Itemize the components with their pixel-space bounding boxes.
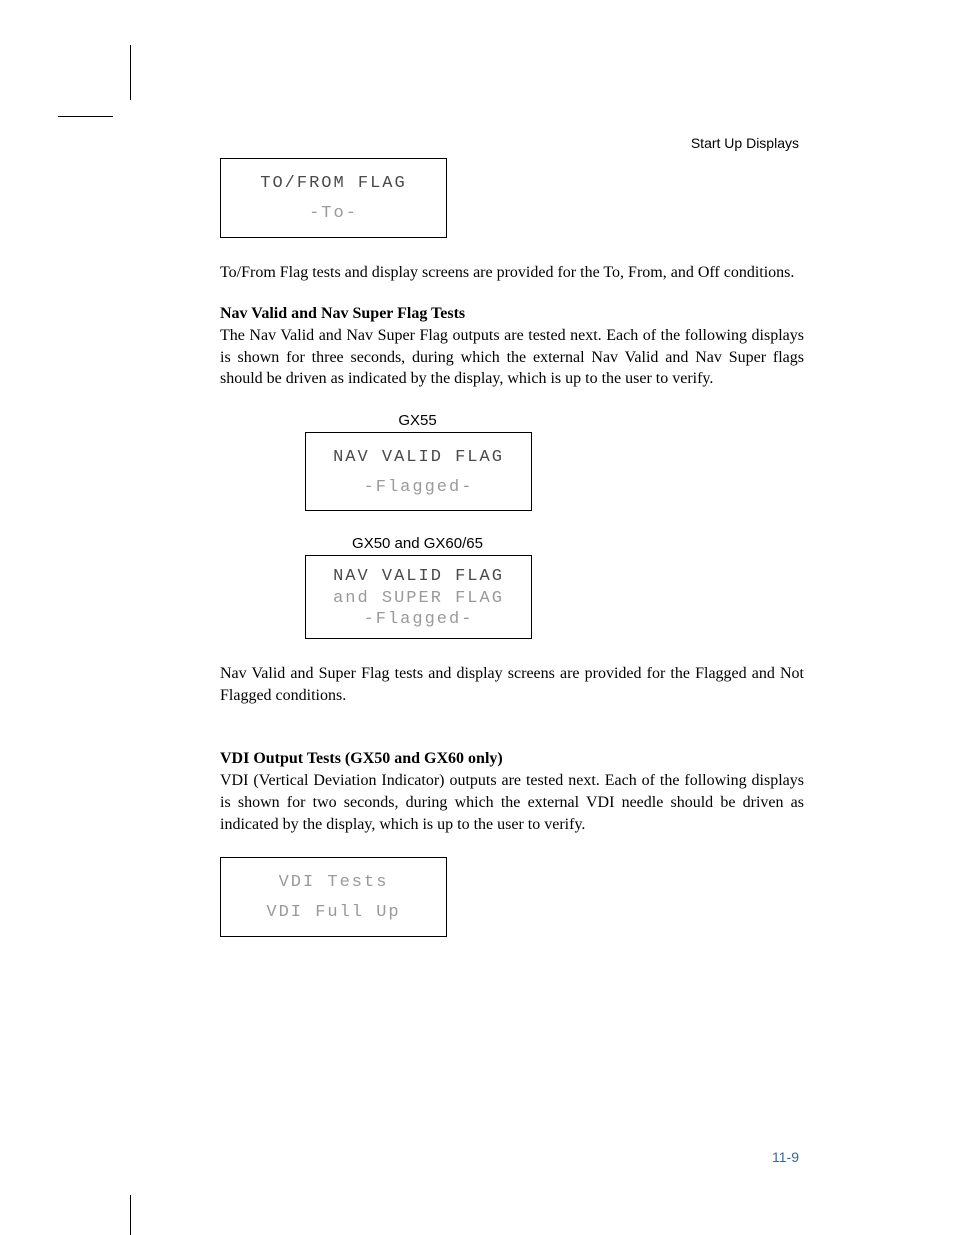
display-line: NAV VALID FLAG	[306, 566, 531, 587]
page-number: 11-9	[772, 1149, 799, 1165]
paragraph: VDI (Vertical Deviation Indicator) outpu…	[220, 770, 804, 835]
display-label-gx50: GX50 and GX60/65	[305, 535, 530, 552]
display-line: NAV VALID FLAG	[306, 443, 531, 473]
crop-mark	[130, 1195, 131, 1235]
display-gx50: NAV VALID FLAG and SUPER FLAG -Flagged-	[305, 555, 532, 639]
display-gx55: NAV VALID FLAG -Flagged-	[305, 432, 532, 512]
display-line: VDI Full Up	[221, 898, 446, 928]
heading-vdi: VDI Output Tests (GX50 and GX60 only)	[220, 750, 804, 768]
display-line: and SUPER FLAG	[306, 588, 531, 609]
crop-mark	[58, 116, 113, 117]
display-line: -Flagged-	[306, 473, 531, 503]
paragraph: To/From Flag tests and display screens a…	[220, 262, 804, 284]
crop-mark	[130, 45, 131, 100]
paragraph: The Nav Valid and Nav Super Flag outputs…	[220, 325, 804, 390]
display-line: TO/FROM FLAG	[221, 169, 446, 199]
heading-nav-valid: Nav Valid and Nav Super Flag Tests	[220, 305, 804, 323]
paragraph: Nav Valid and Super Flag tests and displ…	[220, 663, 804, 706]
page: Start Up Displays TO/FROM FLAG -To- To/F…	[0, 0, 954, 1235]
display-vdi: VDI Tests VDI Full Up	[220, 857, 447, 937]
display-label-gx55: GX55	[305, 412, 530, 429]
display-line: -Flagged-	[306, 609, 531, 630]
page-header-label: Start Up Displays	[691, 135, 799, 151]
display-line: -To-	[221, 199, 446, 229]
display-line: VDI Tests	[221, 868, 446, 898]
page-content: TO/FROM FLAG -To- To/From Flag tests and…	[220, 158, 804, 937]
display-tofrom: TO/FROM FLAG -To-	[220, 158, 447, 238]
